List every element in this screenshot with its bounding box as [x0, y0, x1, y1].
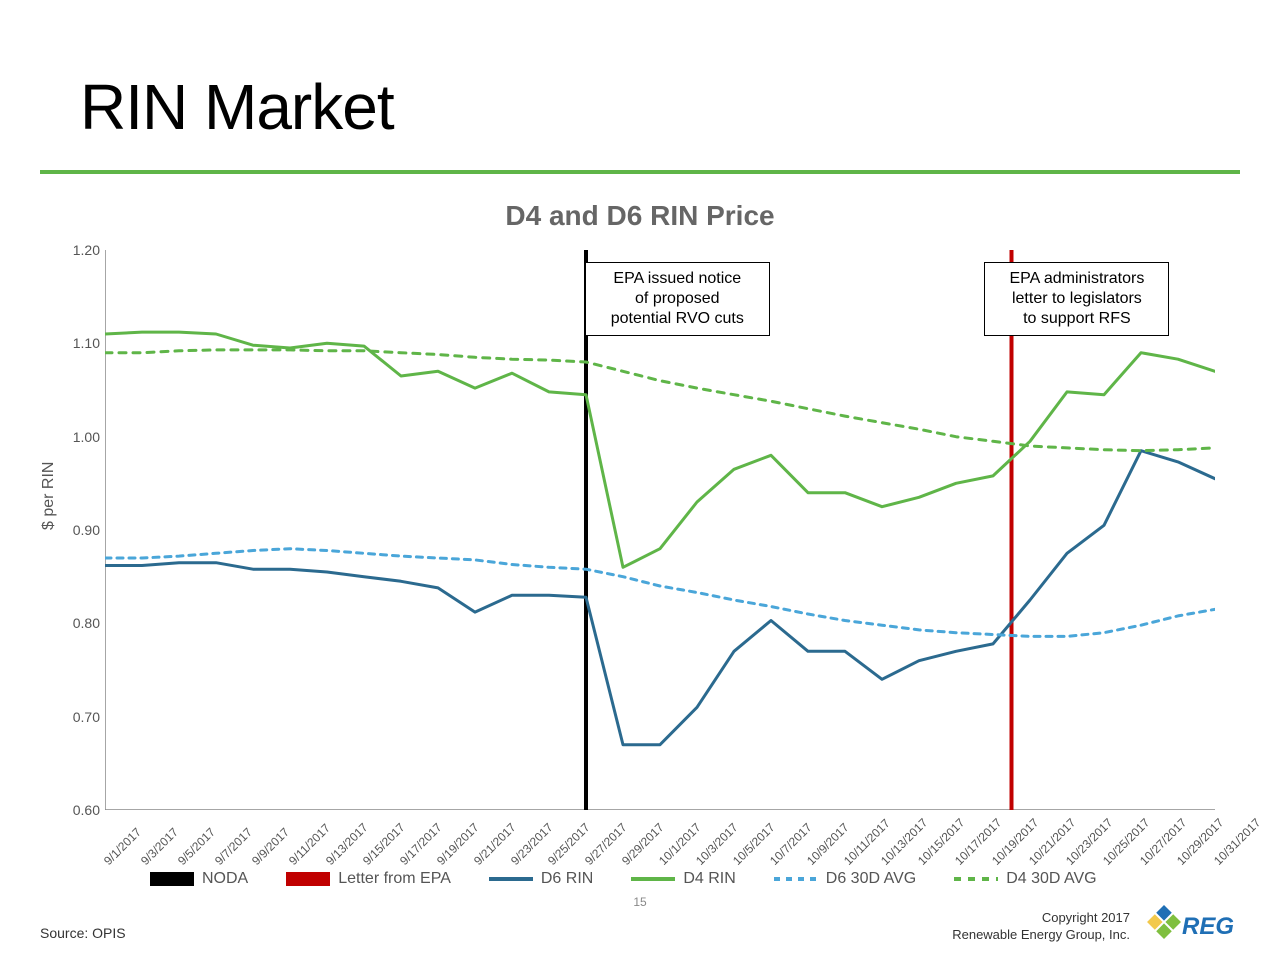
legend: NODA Letter from EPA D6 RIN D4 RIN D6 30D AV…: [150, 870, 1130, 888]
source-text: Source: OPIS: [40, 925, 126, 941]
legend-item: NODA: [150, 870, 248, 888]
title-rule: [40, 170, 1240, 174]
x-tick-label: 9/9/2017: [249, 825, 292, 868]
annotation-box: EPA issued noticeof proposedpotential RV…: [585, 262, 770, 336]
chart-subtitle: D4 and D6 RIN Price: [0, 200, 1280, 232]
y-tick-label: 0.80: [40, 615, 100, 631]
page-number: 15: [0, 895, 1280, 909]
reg-logo: REG: [1140, 900, 1240, 950]
y-tick-label: 1.00: [40, 429, 100, 445]
x-tick-label: 9/5/2017: [175, 825, 218, 868]
y-tick-label: 0.60: [40, 802, 100, 818]
y-tick-label: 0.90: [40, 522, 100, 538]
legend-item: D4 RIN: [631, 870, 735, 888]
x-tick-label: 9/7/2017: [212, 825, 255, 868]
legend-item: Letter from EPA: [286, 870, 451, 888]
y-axis-label: $ per RIN: [40, 462, 58, 530]
x-tick-label: 9/3/2017: [138, 825, 181, 868]
svg-text:REG: REG: [1182, 913, 1234, 940]
y-tick-label: 1.20: [40, 242, 100, 258]
copyright-text: Copyright 2017 Renewable Energy Group, I…: [952, 910, 1130, 944]
y-tick-label: 1.10: [40, 335, 100, 351]
legend-item: D4 30D AVG: [954, 870, 1096, 888]
y-tick-label: 0.70: [40, 709, 100, 725]
legend-item: D6 30D AVG: [774, 870, 916, 888]
legend-item: D6 RIN: [489, 870, 593, 888]
x-tick-label: 9/1/2017: [101, 825, 144, 868]
page-title: RIN Market: [80, 70, 394, 144]
annotation-box: EPA administratorsletter to legislatorst…: [984, 262, 1169, 336]
